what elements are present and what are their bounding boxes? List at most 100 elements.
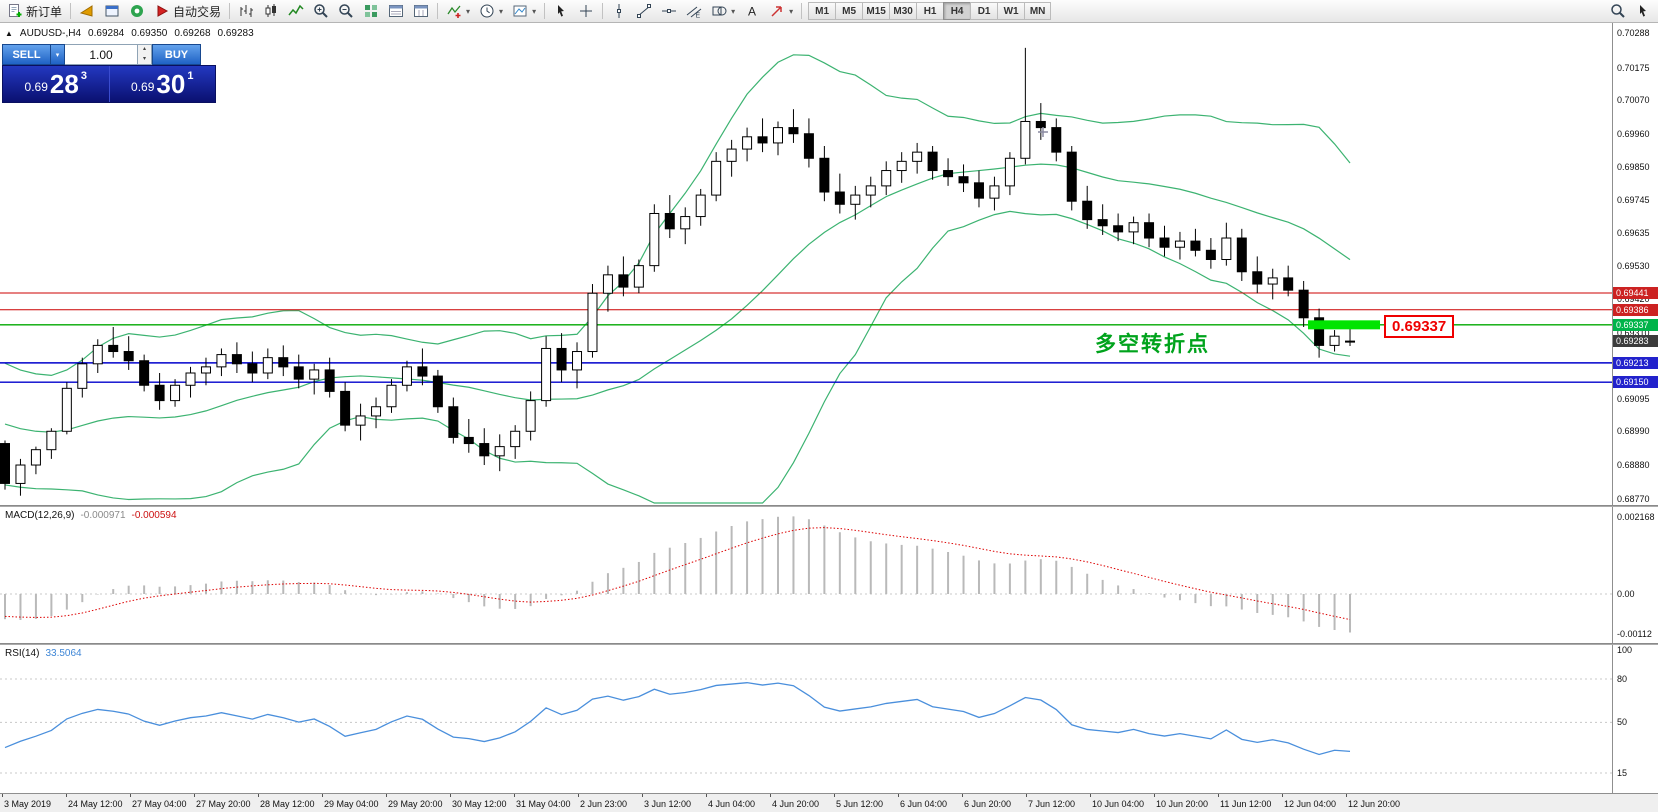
sell-button[interactable]: SELL [2, 44, 51, 65]
panel-splitter-rsi[interactable] [0, 643, 1658, 645]
tile-windows-button[interactable] [359, 1, 383, 21]
arrange-horizontal-button[interactable] [384, 1, 408, 21]
candle-body [170, 384, 181, 402]
zoom-in-button[interactable] [309, 1, 333, 21]
toolbar-right-group [1606, 1, 1655, 21]
timeframe-m1[interactable]: M1 [808, 2, 836, 20]
price-callout-label[interactable]: 0.69337 [1384, 315, 1455, 338]
candle-body [278, 357, 289, 368]
indicators-button[interactable]: ▾ [442, 1, 474, 21]
auto-trading-button[interactable]: 自动交易 [150, 1, 225, 21]
panel-splitter-macd[interactable] [0, 505, 1658, 507]
grid-icon [365, 5, 378, 17]
candle-body [108, 344, 119, 353]
arrange-vertical-button[interactable] [409, 1, 433, 21]
candle-body [463, 436, 474, 445]
buy-button[interactable]: BUY [152, 44, 201, 65]
price-axis-tick: 0.70175 [1617, 62, 1650, 73]
volume-down-icon[interactable]: ▾ [142, 55, 146, 62]
time-axis[interactable]: 3 May 2019 24 May 12:00 27 May 04:00 27 May… [0, 793, 1658, 812]
volume-stepper[interactable]: ▴ ▾ [138, 44, 152, 65]
crosshair-icon [580, 5, 593, 17]
volume-up-icon[interactable]: ▴ [142, 46, 146, 52]
candle-body [1190, 240, 1201, 251]
candlestick-button[interactable] [259, 1, 283, 21]
buy-price-panel[interactable]: 0.69 30 1 [110, 66, 216, 102]
time-axis-label: 24 May 12:00 [68, 799, 123, 809]
volume-input[interactable] [65, 44, 138, 65]
crosshair-button[interactable] [574, 1, 598, 21]
time-axis-tick [258, 794, 259, 797]
sell-price-prefix: 0.69 [24, 80, 48, 94]
horizontal-line-button[interactable] [657, 1, 681, 21]
timeframe-h4[interactable]: H4 [943, 2, 971, 20]
time-axis-tick [1026, 794, 1027, 797]
candle-body [525, 400, 536, 432]
candle-body [61, 387, 72, 432]
timeframe-m30[interactable]: M30 [889, 2, 917, 20]
main-price-chart[interactable] [0, 23, 1612, 505]
line-chart-button[interactable] [284, 1, 308, 21]
high-value: 0.69350 [131, 28, 168, 39]
rsi-name: RSI(14) [5, 648, 40, 659]
time-axis-tick [66, 794, 67, 797]
time-axis-tick [322, 794, 323, 797]
cursor-button[interactable] [549, 1, 573, 21]
candle-body [1004, 157, 1015, 187]
time-axis-label: 27 May 20:00 [196, 799, 251, 809]
vertical-line-button[interactable] [607, 1, 631, 21]
bar-chart-button[interactable] [234, 1, 258, 21]
shapes-button[interactable]: ▾ [707, 1, 739, 21]
price-tag-0.69283: 0.69283 [1613, 335, 1658, 348]
candle-body [773, 127, 783, 144]
timeframe-m15[interactable]: M15 [862, 2, 890, 20]
sell-price-panel[interactable]: 0.69 28 3 [3, 66, 109, 102]
candle-body [1113, 225, 1124, 233]
periods-button[interactable]: ▾ [475, 1, 507, 21]
new-order-button[interactable]: 新订单 [3, 1, 66, 21]
timeframe-mn[interactable]: MN [1024, 2, 1052, 20]
chart-ohlc-header: ▲ AUDUSD-,H4 0.69284 0.69350 0.69268 0.6… [5, 28, 254, 39]
order-options-dropdown[interactable]: ▾ [51, 44, 65, 65]
chevron-down-icon: ▾ [532, 6, 537, 16]
linechart-icon [288, 4, 304, 16]
timeframe-h1[interactable]: H1 [916, 2, 944, 20]
timeframe-m5[interactable]: M5 [835, 2, 863, 20]
candle-body [1314, 317, 1325, 346]
community-button[interactable] [125, 1, 149, 21]
candle-body [77, 363, 88, 389]
one-click-trading-panel: SELL ▾ ▴ ▾ BUY 0.69 28 3 0.69 30 1 [2, 44, 216, 103]
channel-icon: E [686, 6, 702, 19]
candle-body [401, 366, 412, 386]
timeframe-d1[interactable]: D1 [970, 2, 998, 20]
arrows-button[interactable]: ▾ [765, 1, 797, 21]
candle-body [1236, 237, 1247, 273]
time-axis-tick [1346, 794, 1347, 797]
bollinger-middle-band [4, 163, 1351, 433]
templates-button[interactable]: ▾ [508, 1, 540, 21]
channel-button[interactable]: E [682, 1, 706, 21]
turning-point-highlight-box[interactable] [1308, 320, 1380, 330]
turning-point-annotation[interactable]: 多空转折点 [1095, 333, 1210, 356]
candle-body [1051, 127, 1062, 153]
time-axis-tick [514, 794, 515, 797]
metaeditor-button[interactable] [75, 1, 99, 21]
trade-marker-cross-icon [1038, 127, 1048, 137]
cursor-mode-button[interactable] [1631, 1, 1655, 21]
one-click-collapse-icon[interactable]: ▲ [5, 29, 13, 38]
candle-body [1159, 237, 1170, 248]
zoom-out-button[interactable] [334, 1, 358, 21]
chart-window-button[interactable] [100, 1, 124, 21]
rsi-axis-tick: 50 [1617, 717, 1628, 728]
price-axis[interactable]: 0.70288 0.70175 0.70070 0.69960 0.69850 0.697… [1612, 23, 1658, 793]
text-button[interactable]: A [740, 1, 764, 21]
candle-body [216, 354, 227, 368]
price-axis-tick: 0.70070 [1617, 94, 1650, 105]
trendline-button[interactable] [632, 1, 656, 21]
candle-body [139, 360, 150, 386]
chevron-down-icon: ▾ [499, 6, 504, 16]
candle-body [896, 160, 907, 172]
search-button[interactable] [1606, 1, 1630, 21]
candle-body [262, 357, 273, 374]
timeframe-w1[interactable]: W1 [997, 2, 1025, 20]
